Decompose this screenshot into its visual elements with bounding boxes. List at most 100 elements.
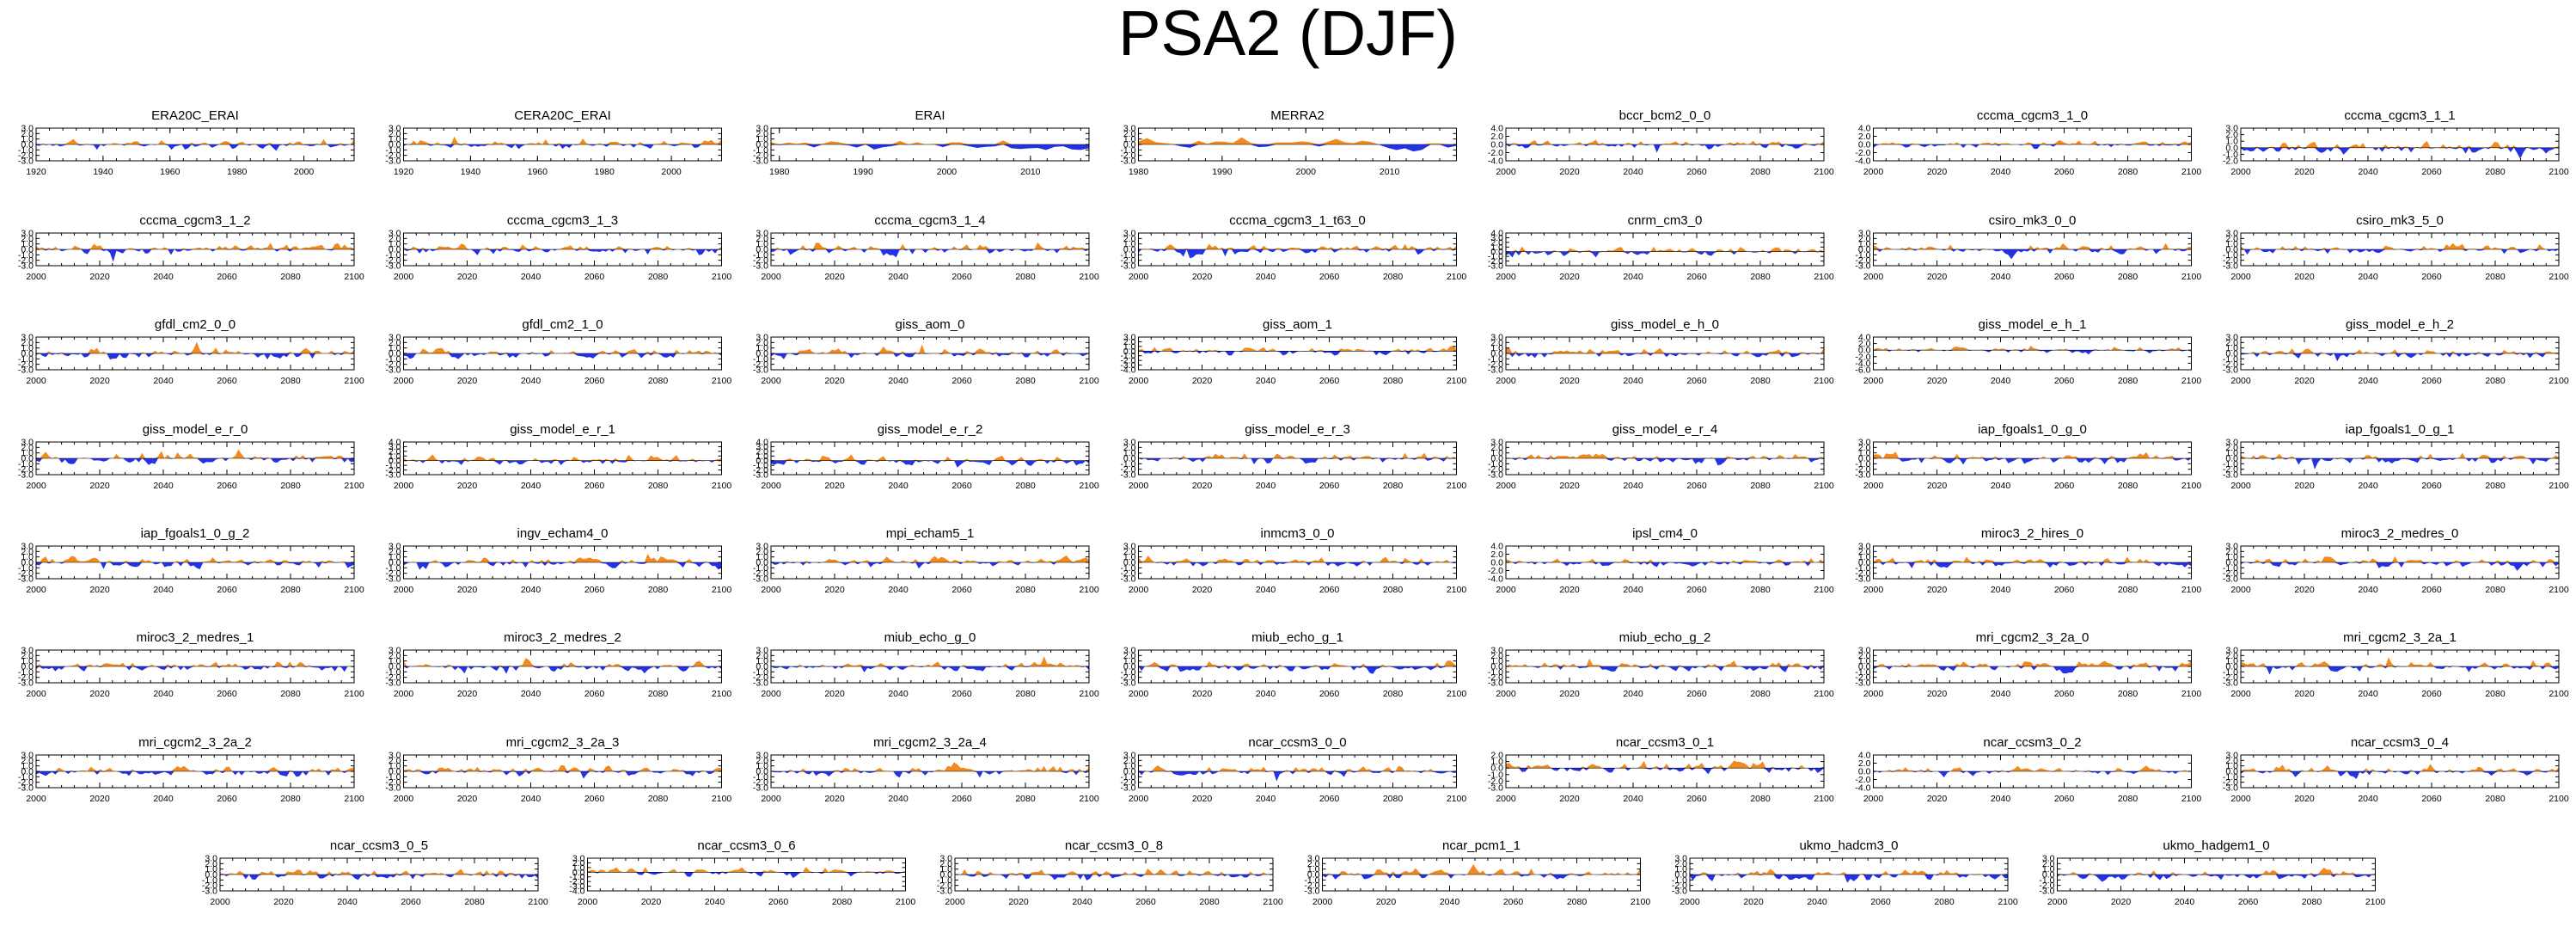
x-tick-label: 2100 (2181, 272, 2202, 282)
x-tick-label: 2000 (1863, 481, 1884, 491)
y-tick-label: -2.0 (18, 150, 34, 161)
panel-title: MERRA2 (1270, 108, 1325, 123)
y-tick-label: -1.0 (18, 667, 34, 678)
x-tick-label: 1980 (1129, 167, 1149, 177)
y-tick-label: 0.0 (756, 662, 768, 672)
panel-title: giss_model_e_h_2 (2346, 317, 2454, 332)
y-tick-label: -1.0 (385, 563, 401, 574)
y-tick-label: -1.0 (2223, 772, 2238, 783)
x-tick-label: 2060 (584, 272, 605, 282)
y-tick-label: -2.0 (1855, 352, 1870, 362)
y-tick-label: 1.0 (21, 239, 34, 249)
y-tick-label: 2.0 (21, 547, 34, 557)
x-tick-label: 2020 (1559, 167, 1580, 177)
x-tick-label: 2080 (2118, 481, 2139, 491)
panel-giss_model_e_r_3: giss_model_e_r_3 3.02.01.00.0-1.0-2.0-3.0… (1120, 422, 1466, 491)
x-tick-label: 2060 (217, 272, 237, 282)
panel-title: giss_aom_0 (896, 317, 965, 332)
x-tick-label: 2020 (641, 897, 662, 907)
negative-area (403, 460, 722, 465)
y-tick-label: 0.0 (389, 558, 401, 568)
panel-title: ipsl_cm4_0 (1632, 526, 1698, 541)
x-tick-label: 2020 (1927, 794, 1948, 804)
x-tick-label: 2000 (26, 376, 46, 386)
y-tick-label: 3.0 (1123, 542, 1136, 552)
axes-frame (1505, 232, 1825, 267)
x-tick-label: 1980 (595, 167, 615, 177)
y-tick-label: -2.0 (18, 777, 34, 788)
y-tick-label: 0.0 (21, 767, 34, 777)
x-tick-label: 2080 (1015, 794, 1036, 804)
x-tick-label: 2020 (2294, 689, 2315, 699)
y-tick-label: -3.0 (753, 365, 768, 376)
x-tick-label: 2060 (1319, 794, 1340, 804)
x-tick-label: 2000 (2230, 585, 2251, 595)
y-tick-label: -2.0 (1488, 672, 1503, 683)
y-tick-label: -3.0 (1855, 470, 1870, 481)
panel-title: cccma_cgcm3_1_1 (2344, 108, 2455, 123)
y-tick-label: 2.0 (939, 859, 952, 869)
y-tick-label: -1.0 (18, 354, 34, 365)
x-tick-label: 2000 (2230, 167, 2251, 177)
x-tick-label: 2040 (521, 585, 542, 595)
x-tick-label: 2040 (153, 689, 174, 699)
x-tick-label: 2080 (1199, 897, 1220, 907)
x-tick-label: 2060 (2421, 376, 2442, 386)
y-tick-label: 2.0 (1307, 859, 1320, 869)
panel-title: cccma_cgcm3_1_t63_0 (1229, 213, 1365, 228)
negative-area (1873, 350, 2192, 355)
y-tick-label: -4.0 (1855, 359, 1870, 369)
panel-mri_cgcm2_3_2a_3: mri_cgcm2_3_2a_3 3.02.01.00.0-1.0-2.0-3.0… (385, 735, 731, 804)
x-tick-label: 2080 (1015, 585, 1036, 595)
panel-title: inmcm3_0_0 (1261, 526, 1335, 541)
y-tick-label: 0.0 (756, 767, 768, 777)
y-tick-label: 1.0 (1858, 239, 1871, 249)
panel-title: ncar_ccsm3_0_5 (330, 838, 428, 853)
y-tick-label: -3.0 (1488, 365, 1503, 376)
x-tick-label: 2060 (217, 585, 237, 595)
panel-title: mri_cgcm2_3_2a_1 (2343, 630, 2457, 645)
y-tick-label: -1.0 (385, 145, 401, 156)
panel-title: miroc3_2_medres_1 (137, 630, 254, 645)
negative-area (1506, 353, 1824, 359)
y-tick-label: -1.0 (2223, 250, 2238, 261)
positive-area (1873, 451, 2192, 458)
y-tick-label: -1.0 (569, 872, 584, 882)
panel-mpi_echam5_1: mpi_echam5_1 3.02.01.00.0-1.0-2.0-3.02000… (753, 526, 1099, 595)
x-tick-label: 2020 (89, 481, 110, 491)
x-tick-label: 2000 (210, 897, 230, 907)
x-tick-label: 2100 (1079, 794, 1099, 804)
x-tick-label: 2080 (2485, 272, 2506, 282)
y-tick-label: -1.0 (1488, 667, 1503, 678)
x-tick-label: 2100 (712, 585, 732, 595)
y-tick-label: 2.0 (1490, 549, 1503, 560)
x-tick-label: 2060 (584, 794, 605, 804)
y-tick-label: 4.0 (1490, 542, 1503, 552)
y-tick-label: -2.0 (2223, 255, 2238, 266)
y-tick-label: -1.0 (18, 145, 34, 156)
y-tick-label: 4.0 (1858, 751, 1871, 761)
panel-title: ERAI (915, 108, 945, 123)
x-tick-label: 2040 (153, 272, 174, 282)
x-tick-label: 2080 (1015, 689, 1036, 699)
positive-area (1873, 660, 2192, 666)
y-tick-label: 1.0 (389, 552, 401, 562)
x-tick-label: 2040 (1256, 585, 1276, 595)
y-tick-label: 1.0 (1858, 656, 1871, 666)
axes-frame (2240, 127, 2560, 162)
y-tick-label: 0.0 (2225, 143, 2238, 153)
x-tick-label: 2080 (464, 897, 485, 907)
panel-title: ERA20C_ERAI (151, 108, 239, 123)
y-tick-label: -3.0 (18, 470, 34, 481)
negative-area (1873, 458, 2192, 465)
positive-area (36, 341, 354, 353)
y-tick-label: -1.0 (2223, 459, 2238, 470)
x-tick-label: 2100 (1447, 272, 1467, 282)
y-tick-label: -3.0 (18, 574, 34, 585)
y-tick-label: -3.0 (18, 261, 34, 272)
y-tick-label: 1.0 (756, 451, 768, 462)
figure-title: PSA2 (DJF) (1118, 0, 1458, 69)
y-tick-label: -2.0 (2223, 672, 2238, 683)
positive-area (771, 242, 1089, 249)
x-tick-label: 2060 (584, 376, 605, 386)
